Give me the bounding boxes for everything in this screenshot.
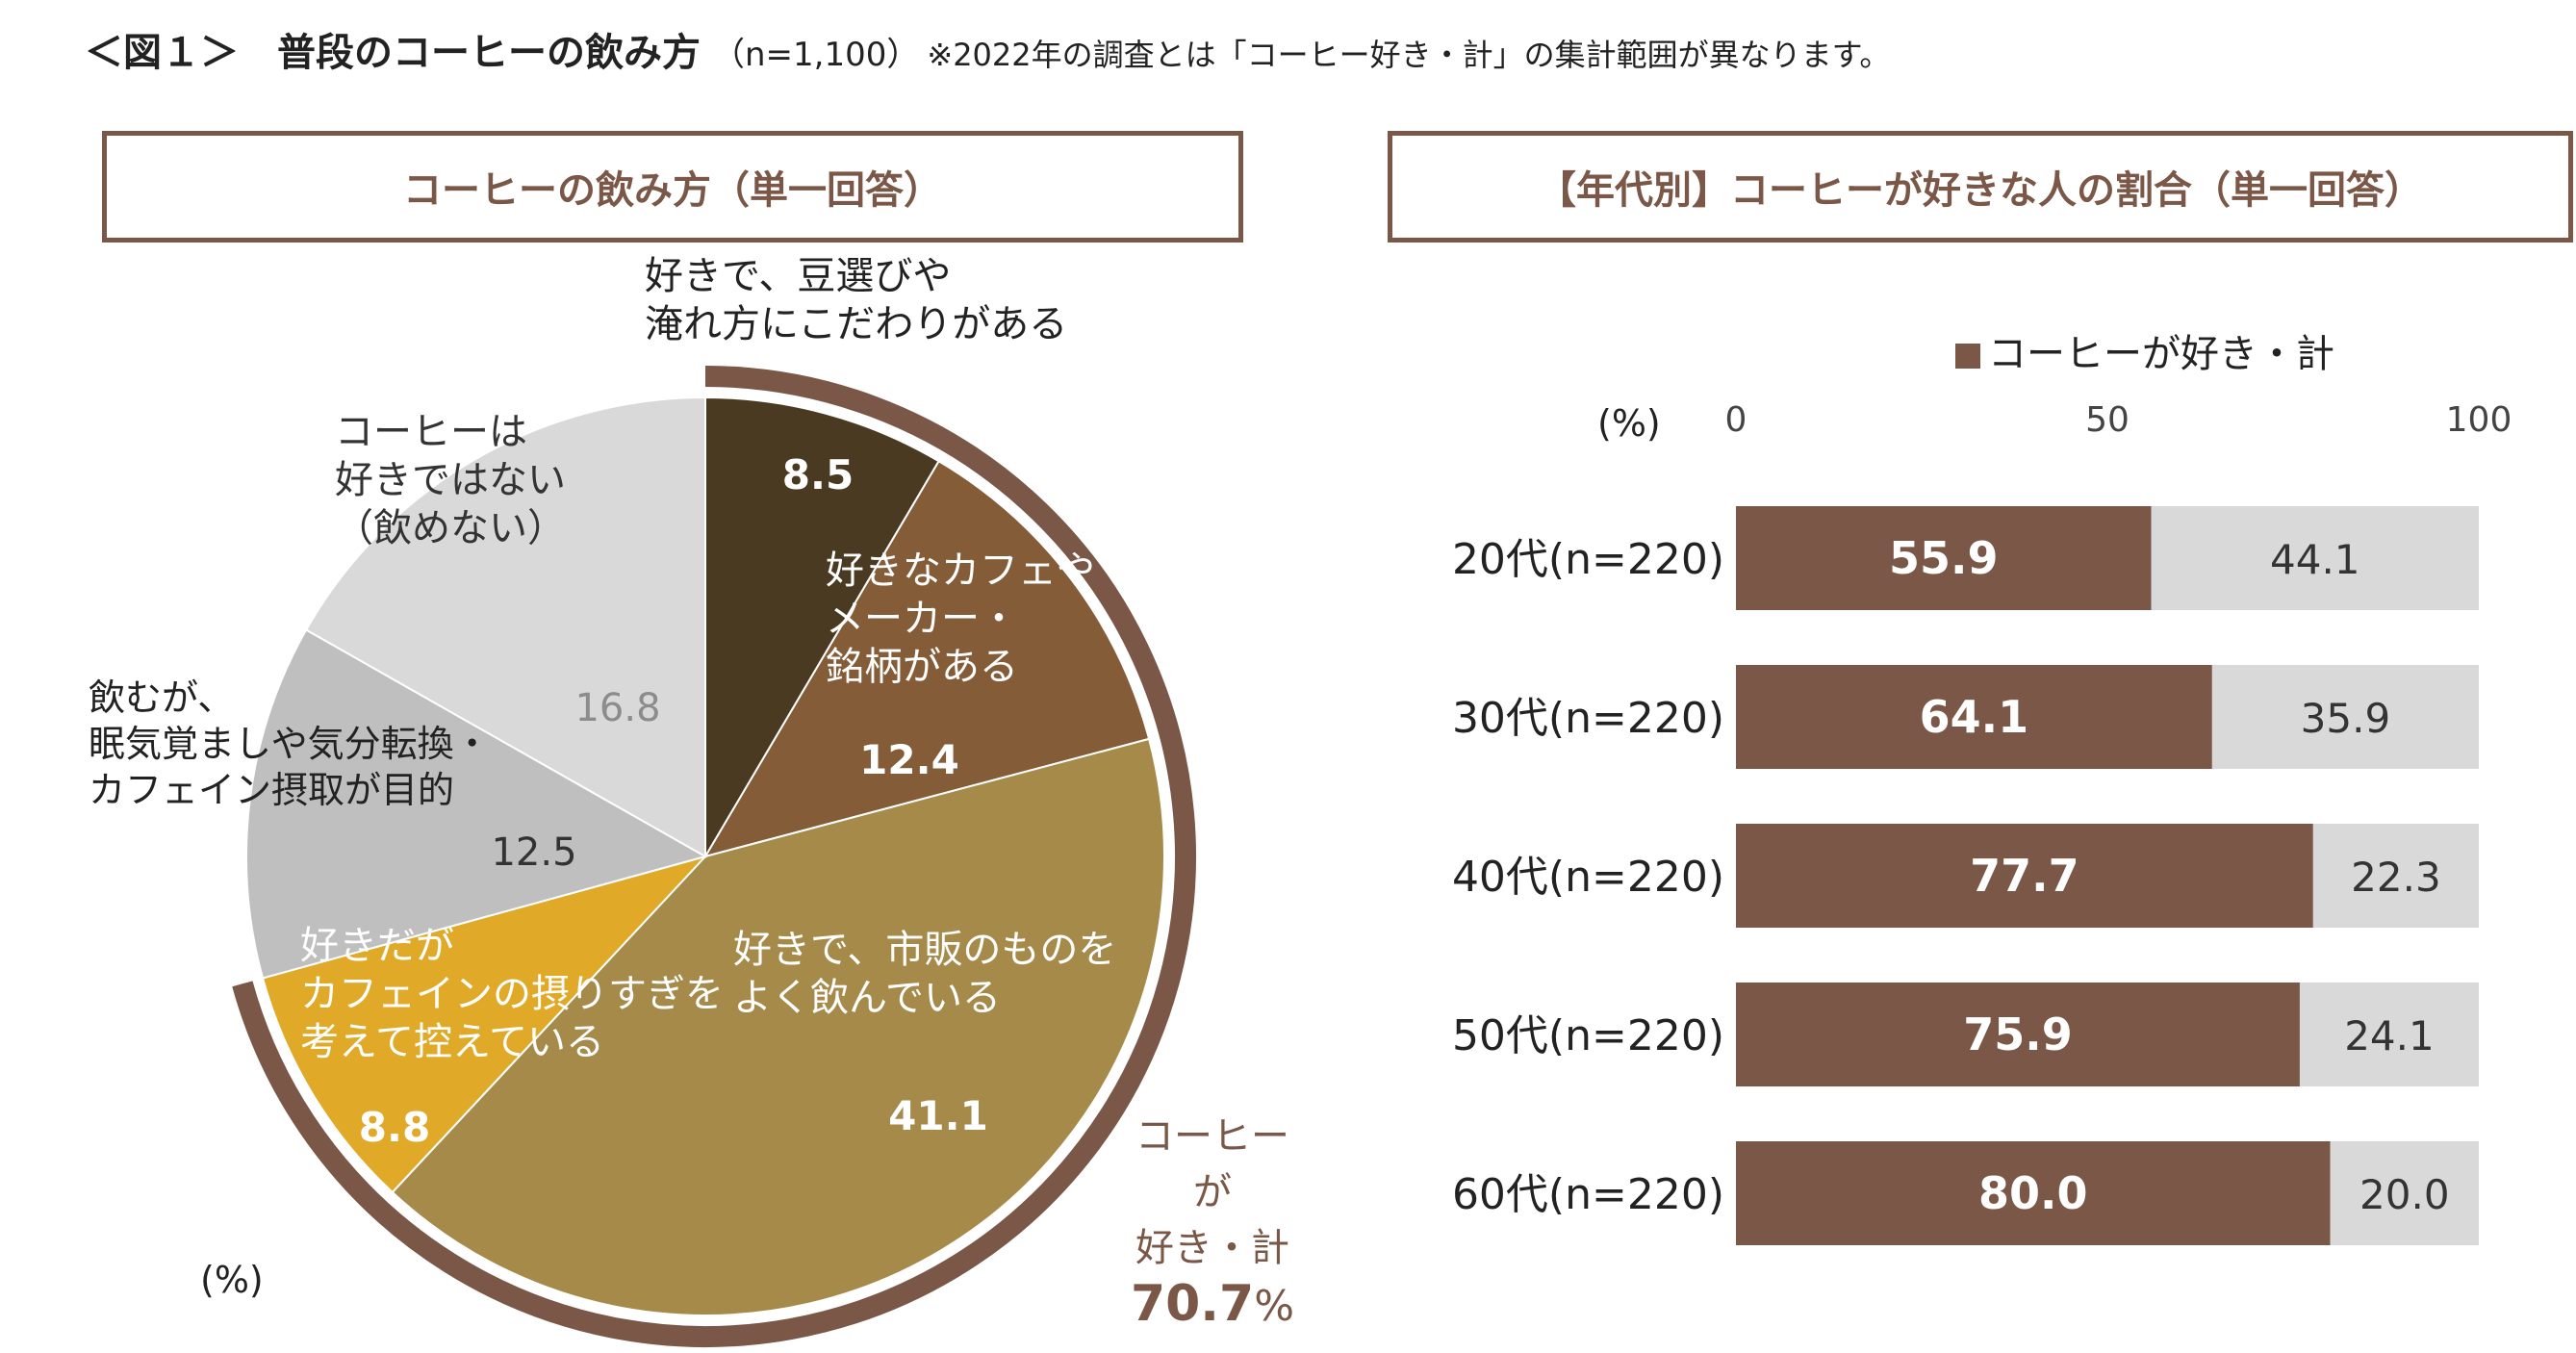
- bar-liked: [1736, 665, 2212, 769]
- pie-value-label: 41.1: [888, 1092, 988, 1139]
- category-label: 20代(n=220): [1452, 535, 1724, 584]
- bar-panel-title: 【年代別】コーヒーが好きな人の割合（単一回答）: [1388, 131, 2573, 243]
- pie-slice: [261, 855, 709, 1194]
- total-value: 70.7: [1130, 1275, 1255, 1333]
- bar-value-label: 24.1: [2344, 1012, 2435, 1059]
- legend-swatch: [1955, 344, 1980, 369]
- bar-liked: [1736, 983, 2300, 1086]
- pie-slice: [304, 396, 706, 858]
- pie-category-label: メーカー・: [826, 597, 1018, 641]
- bar-value-label: 80.0: [1978, 1167, 2088, 1219]
- bar-liked: [1736, 1141, 2331, 1245]
- total-label-line2: 好き・計: [1135, 1226, 1289, 1270]
- pie-panel-title: コーヒーの飲み方（単一回答）: [102, 131, 1243, 243]
- category-label: 30代(n=220): [1452, 694, 1724, 743]
- pie-category-label: （飲めない）: [335, 506, 566, 550]
- pie-category-label: 好きなカフェや: [826, 549, 1095, 593]
- total-liked-label: コーヒーが 好き・計 70.7%: [1126, 1109, 1299, 1336]
- category-label: 40代(n=220): [1452, 853, 1724, 902]
- bar-not-liked: [2151, 506, 2479, 610]
- pie-value-label: 8.5: [782, 451, 854, 498]
- pie-category-label: 好きで、豆選びや: [645, 254, 951, 298]
- pie-category-label: 飲むが、: [89, 676, 234, 719]
- legend-label: コーヒーが好き・計: [1988, 332, 2334, 376]
- bar-value-label: 44.1: [2270, 536, 2360, 583]
- bar-value-label: 75.9: [1963, 1008, 2073, 1060]
- pie-category-label: コーヒーは: [335, 410, 527, 454]
- pie-category-label: 銘柄がある: [826, 645, 1018, 689]
- pie-slice: [704, 396, 940, 860]
- total-value-row: 70.7%: [1126, 1276, 1299, 1336]
- bar-value-label: 35.9: [2301, 695, 2391, 742]
- bar-not-liked: [2330, 1141, 2479, 1245]
- figure-title: ＜図１＞ 普段のコーヒーの飲み方: [85, 31, 701, 75]
- pie-category-label: 考えて控えている: [300, 1020, 604, 1064]
- bar-liked: [1736, 824, 2313, 928]
- bar-value-label: 55.9: [1889, 532, 1999, 584]
- bar-legend: コーヒーが好き・計: [1955, 322, 2334, 378]
- pie-slice: [391, 737, 1165, 1316]
- bar-value-label: 77.7: [1970, 850, 2079, 902]
- total-label-line1: コーヒーが: [1135, 1114, 1289, 1214]
- pie-value-label: 8.8: [359, 1104, 430, 1151]
- category-label: 50代(n=220): [1452, 1011, 1724, 1060]
- bar-liked: [1736, 506, 2152, 610]
- pie-value-label: 12.5: [491, 830, 576, 875]
- total-suffix: %: [1254, 1282, 1295, 1331]
- pie-category-label: よく飲んでいる: [733, 976, 1001, 1020]
- pie-unit-label: (%): [200, 1259, 264, 1301]
- bar-not-liked: [2211, 665, 2479, 769]
- pie-slice: [245, 628, 708, 980]
- pie-category-label: 好きで、市販のものを: [733, 928, 1116, 972]
- bar-not-liked: [2299, 983, 2479, 1086]
- bar-value-label: 64.1: [1920, 691, 2029, 743]
- liked-total-arc: [232, 366, 1196, 1347]
- bar-not-liked: [2312, 824, 2479, 928]
- bar-value-label: 22.3: [2351, 854, 2441, 901]
- x-tick-label: 100: [2446, 400, 2512, 440]
- pie-slice: [702, 459, 1151, 858]
- bar-unit-label: (%): [1597, 402, 1661, 445]
- pie-category-label: 好きだが: [300, 924, 454, 968]
- pie-category-label: カフェイン摂取が目的: [89, 769, 454, 811]
- pie-category-label: 好きではない: [335, 458, 566, 502]
- survey-note: ※2022年の調査とは「コーヒー好き・計」の集計範囲が異なります。: [927, 37, 1891, 73]
- pie-value-label: 12.4: [859, 736, 959, 783]
- figure-header: ＜図１＞ 普段のコーヒーの飲み方 （n=1,100） ※2022年の調査とは「コーヒ…: [85, 21, 1890, 77]
- sample-size: （n=1,100）: [712, 36, 920, 74]
- pie-value-label: 16.8: [574, 686, 660, 730]
- bar-value-label: 20.0: [2359, 1171, 2450, 1218]
- category-label: 60代(n=220): [1452, 1170, 1724, 1219]
- x-tick-label: 0: [1725, 400, 1747, 440]
- x-tick-label: 50: [2085, 400, 2130, 440]
- pie-category-label: 淹れ方にこだわりがある: [645, 302, 1067, 346]
- pie-category-label: カフェインの摂りすぎを: [300, 972, 724, 1016]
- pie-category-label: 眠気覚ましや気分転換・: [89, 723, 491, 765]
